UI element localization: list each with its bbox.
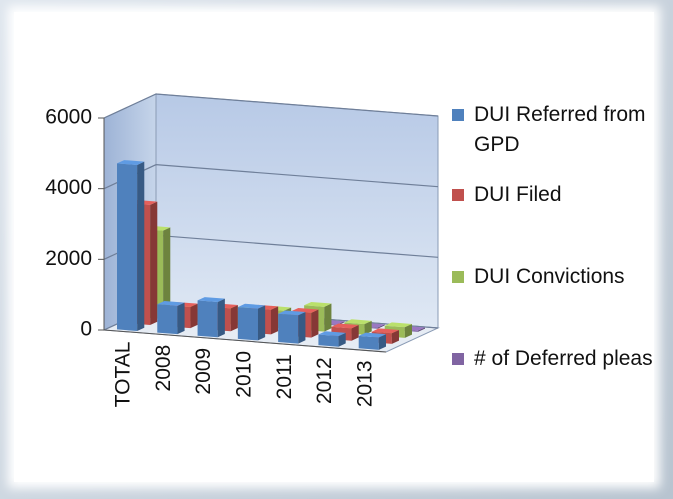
y-tick-label: 4000 <box>45 176 92 199</box>
back-wall <box>155 93 439 329</box>
bar <box>116 160 145 332</box>
bar-top <box>358 332 387 338</box>
x-axis <box>103 329 387 353</box>
bar-side <box>270 306 279 335</box>
legend-swatch <box>452 189 464 201</box>
legend-label: # of Deferred pleas <box>474 347 653 370</box>
bar-top <box>344 319 372 325</box>
bar-front <box>358 335 379 350</box>
bar-side <box>137 161 145 332</box>
grid-line <box>103 93 439 119</box>
legend-label: DUI Convictions <box>474 265 625 288</box>
bar-side <box>163 227 171 320</box>
bar-side <box>391 329 400 344</box>
bar-top <box>331 323 359 329</box>
legend-swatch <box>452 109 464 121</box>
bar-top <box>384 322 413 328</box>
bar-side <box>417 327 426 332</box>
bar <box>237 303 266 341</box>
legend-swatch <box>452 353 464 365</box>
bar-side <box>377 324 385 329</box>
legend-label: DUI Referred from GPD <box>474 103 646 156</box>
bar <box>197 297 225 338</box>
bar-side <box>217 298 225 338</box>
x-tick-label: 2009 <box>192 348 215 395</box>
y-tick-label: 0 <box>80 318 92 341</box>
bar-side <box>311 309 319 338</box>
bar-top <box>318 331 346 337</box>
legend-item: # of Deferred pleas <box>452 344 662 374</box>
bar-front <box>237 307 258 341</box>
bar-top <box>237 303 266 309</box>
bar-top <box>371 328 400 334</box>
bar-side <box>190 303 198 329</box>
bar-side <box>338 332 346 347</box>
bar-front <box>318 334 339 347</box>
bar-top <box>116 160 145 165</box>
bar <box>318 331 346 347</box>
bar-top <box>304 301 332 307</box>
bar-side <box>351 325 359 341</box>
legend-item: DUI Referred from GPD <box>452 100 662 160</box>
y-tick-label: 6000 <box>45 106 92 129</box>
x-tick-label: 2013 <box>353 360 376 407</box>
x-tick-label: 2008 <box>152 345 175 392</box>
bar-side <box>364 320 372 335</box>
legend-item: DUI Filed <box>452 180 662 210</box>
x-tick-label: 2012 <box>313 357 336 404</box>
bar-top <box>197 297 225 302</box>
bar-front <box>116 163 138 332</box>
bar <box>358 332 387 350</box>
x-tick-label: TOTAL <box>112 342 135 408</box>
bar-front <box>197 300 218 338</box>
bar-front <box>278 313 299 344</box>
bar-side <box>150 201 158 326</box>
bar-top <box>278 310 306 316</box>
bar-front <box>157 304 178 335</box>
bar-side <box>257 305 266 341</box>
bar-side <box>324 303 332 332</box>
bar-top <box>157 301 185 306</box>
bar-side <box>404 323 413 338</box>
legend-swatch <box>452 271 464 283</box>
bar-side <box>298 312 306 344</box>
bar <box>157 301 185 335</box>
y-tick-label: 2000 <box>45 247 92 270</box>
bar-side <box>378 334 387 350</box>
legend-label: DUI Filed <box>474 183 562 206</box>
legend-item: DUI Convictions <box>452 262 662 292</box>
bar-side <box>177 302 185 335</box>
x-tick-label: 2011 <box>273 354 296 399</box>
bar <box>278 310 306 344</box>
x-tick-label: 2010 <box>233 351 256 398</box>
bar-side <box>230 305 238 332</box>
